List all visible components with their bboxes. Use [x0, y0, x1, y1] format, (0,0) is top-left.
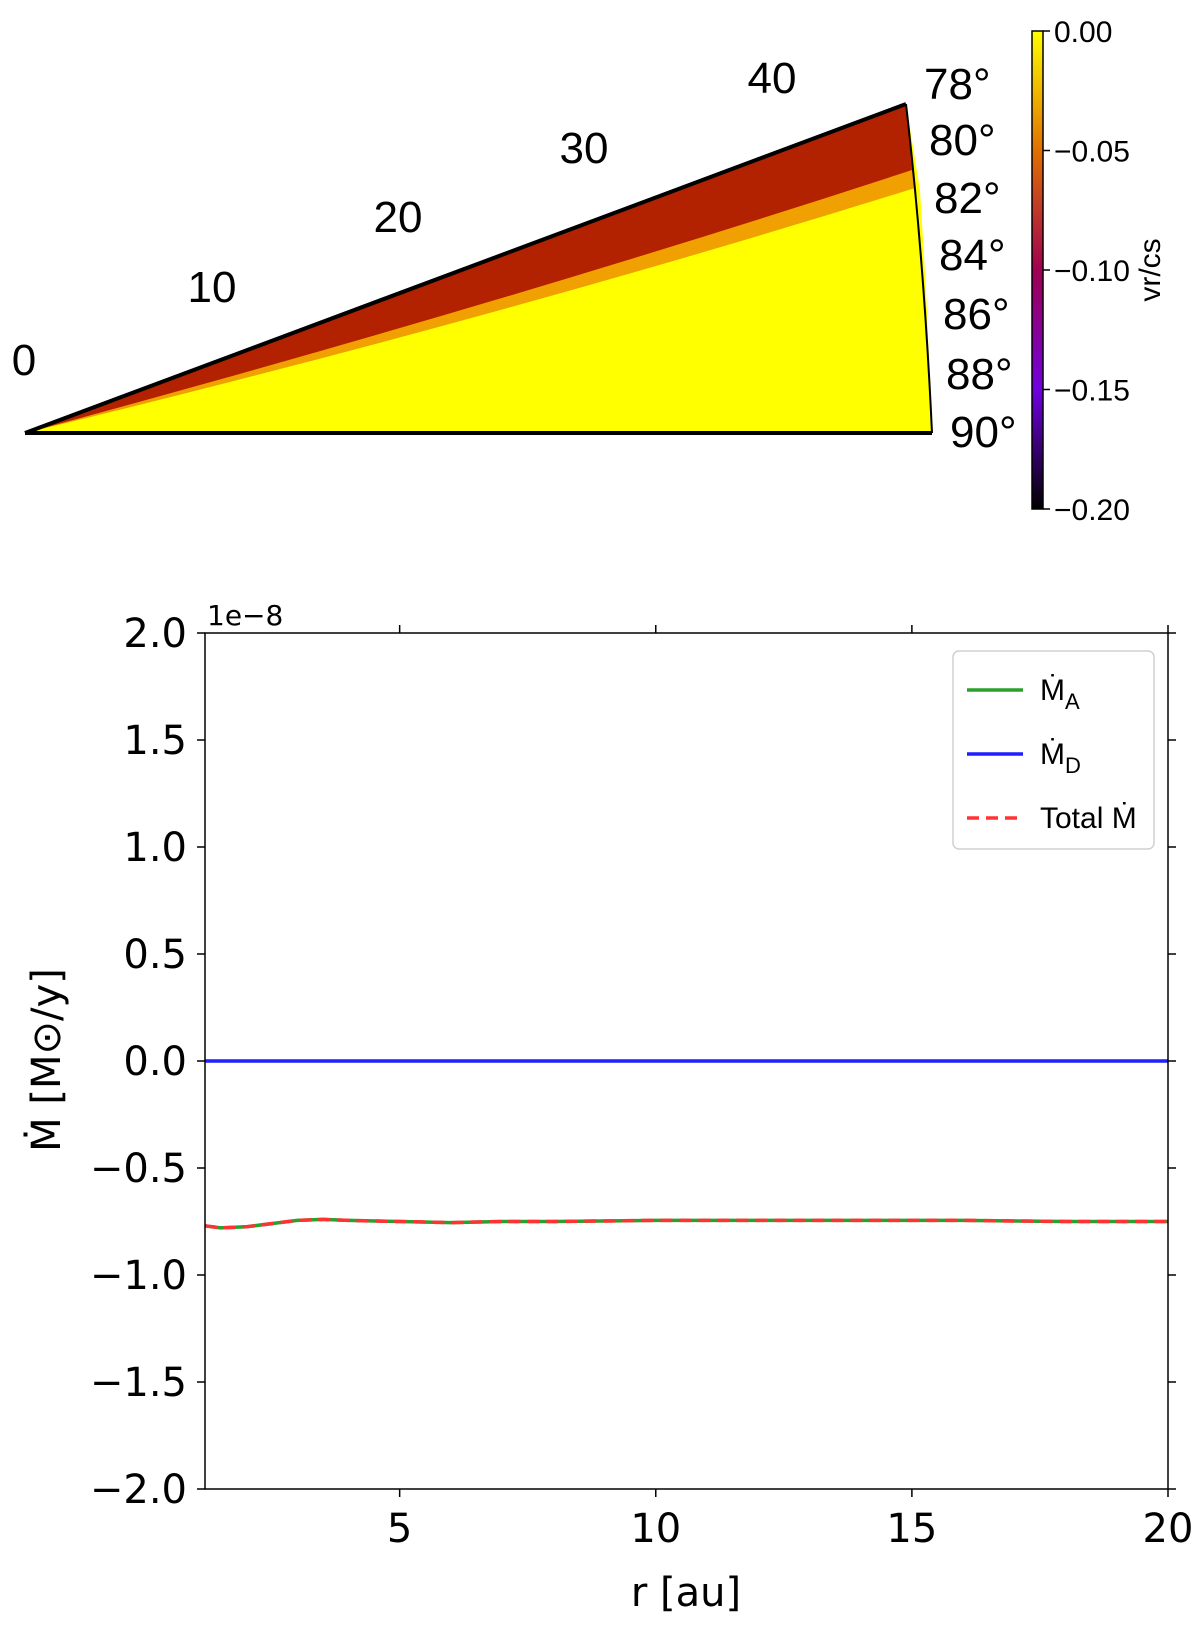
y-tick-label: 0.5 — [123, 932, 187, 978]
colorbar-tick-label: 0.00 — [1054, 16, 1112, 49]
y-tick-label: 1.5 — [123, 718, 187, 764]
wedge-upper-edge — [24, 102, 907, 435]
y-offset-text: 1e−8 — [207, 599, 283, 632]
legend-box — [952, 650, 1155, 850]
angle-tick-label: 78° — [924, 60, 991, 109]
colorbar-tick-label: −0.15 — [1054, 375, 1130, 408]
line-panel: 5 10 15 20 2.01.51.00.50.0−0.5−1.0−1.5−2.0 … — [22, 599, 1193, 1616]
radial-tick-labels: 0 10 20 30 40 — [12, 54, 797, 385]
colorbar: 0.00 −0.05 −0.10 −0.15 −0.20 vr/cs — [1031, 16, 1167, 527]
colorbar-tick-label: −0.05 — [1054, 136, 1130, 169]
angle-tick-labels: 78° 80° 82° 84° 86° 88° 90° — [924, 60, 1017, 457]
radial-tick-label: 40 — [748, 54, 797, 103]
angle-tick-label: 86° — [943, 290, 1010, 339]
colorbar-gradient — [1031, 30, 1044, 510]
y-tick-label: 1.0 — [123, 825, 187, 871]
wedge-fill — [25, 104, 932, 433]
x-tick-label: 10 — [630, 1506, 681, 1552]
legend-label: ṀA — [1040, 674, 1080, 714]
plot-lines — [204, 1059, 1168, 1230]
radial-tick-label: 0 — [12, 336, 36, 385]
radial-tick-label: 20 — [374, 193, 423, 242]
colorbar-tick-label: −0.10 — [1054, 255, 1130, 288]
y-tick-label: −1.5 — [90, 1360, 187, 1406]
y-tick-label: −0.5 — [90, 1146, 187, 1192]
angle-tick-label: 80° — [929, 116, 996, 165]
x-tick-label: 15 — [886, 1506, 937, 1552]
colorbar-label: vr/cs — [1134, 238, 1167, 301]
angle-tick-label: 88° — [946, 350, 1013, 399]
legend-items: ṀA ṀD Total Ṁ — [967, 674, 1137, 835]
y-tick-label: −1.0 — [90, 1253, 187, 1299]
y-axis-label: Ṁ [M⊙/y] — [22, 968, 70, 1152]
radial-tick-label: 30 — [560, 124, 609, 173]
y-tick-label: −2.0 — [90, 1467, 187, 1513]
legend-label: ṀD — [1040, 738, 1081, 778]
angle-tick-label: 90° — [950, 408, 1017, 457]
y-tick-label: 2.0 — [123, 611, 187, 657]
legend-label: Total Ṁ — [1040, 802, 1137, 835]
wedge-midplane-region — [25, 104, 932, 433]
x-tick-label: 20 — [1143, 1506, 1194, 1552]
angle-tick-label: 82° — [934, 174, 1001, 223]
radial-tick-label: 10 — [188, 263, 237, 312]
colorbar-tick-label: −0.20 — [1054, 494, 1130, 527]
y-tick-label: 0.0 — [123, 1039, 187, 1085]
x-tick-label: 5 — [387, 1506, 412, 1552]
legend: ṀA ṀD Total Ṁ — [952, 650, 1155, 850]
colorbar-ticks: 0.00 −0.05 −0.10 −0.15 −0.20 — [1043, 16, 1130, 527]
angle-tick-label: 84° — [939, 231, 1006, 280]
wedge-panel: 0 10 20 30 40 78° 80° 82° 84° 86° 88° 90° — [12, 54, 1017, 457]
series-line — [204, 1217, 1168, 1230]
x-axis-label: r [au] — [631, 1570, 741, 1616]
x-axis-ticks: 5 10 15 20 — [387, 625, 1194, 1552]
y-axis-ticks: 2.0 1.5 1.0 0.5 0.0 −0.5 −1.0 −1.5 −2.0 — [90, 611, 1176, 1513]
wedge-outer-arc — [905, 103, 933, 434]
